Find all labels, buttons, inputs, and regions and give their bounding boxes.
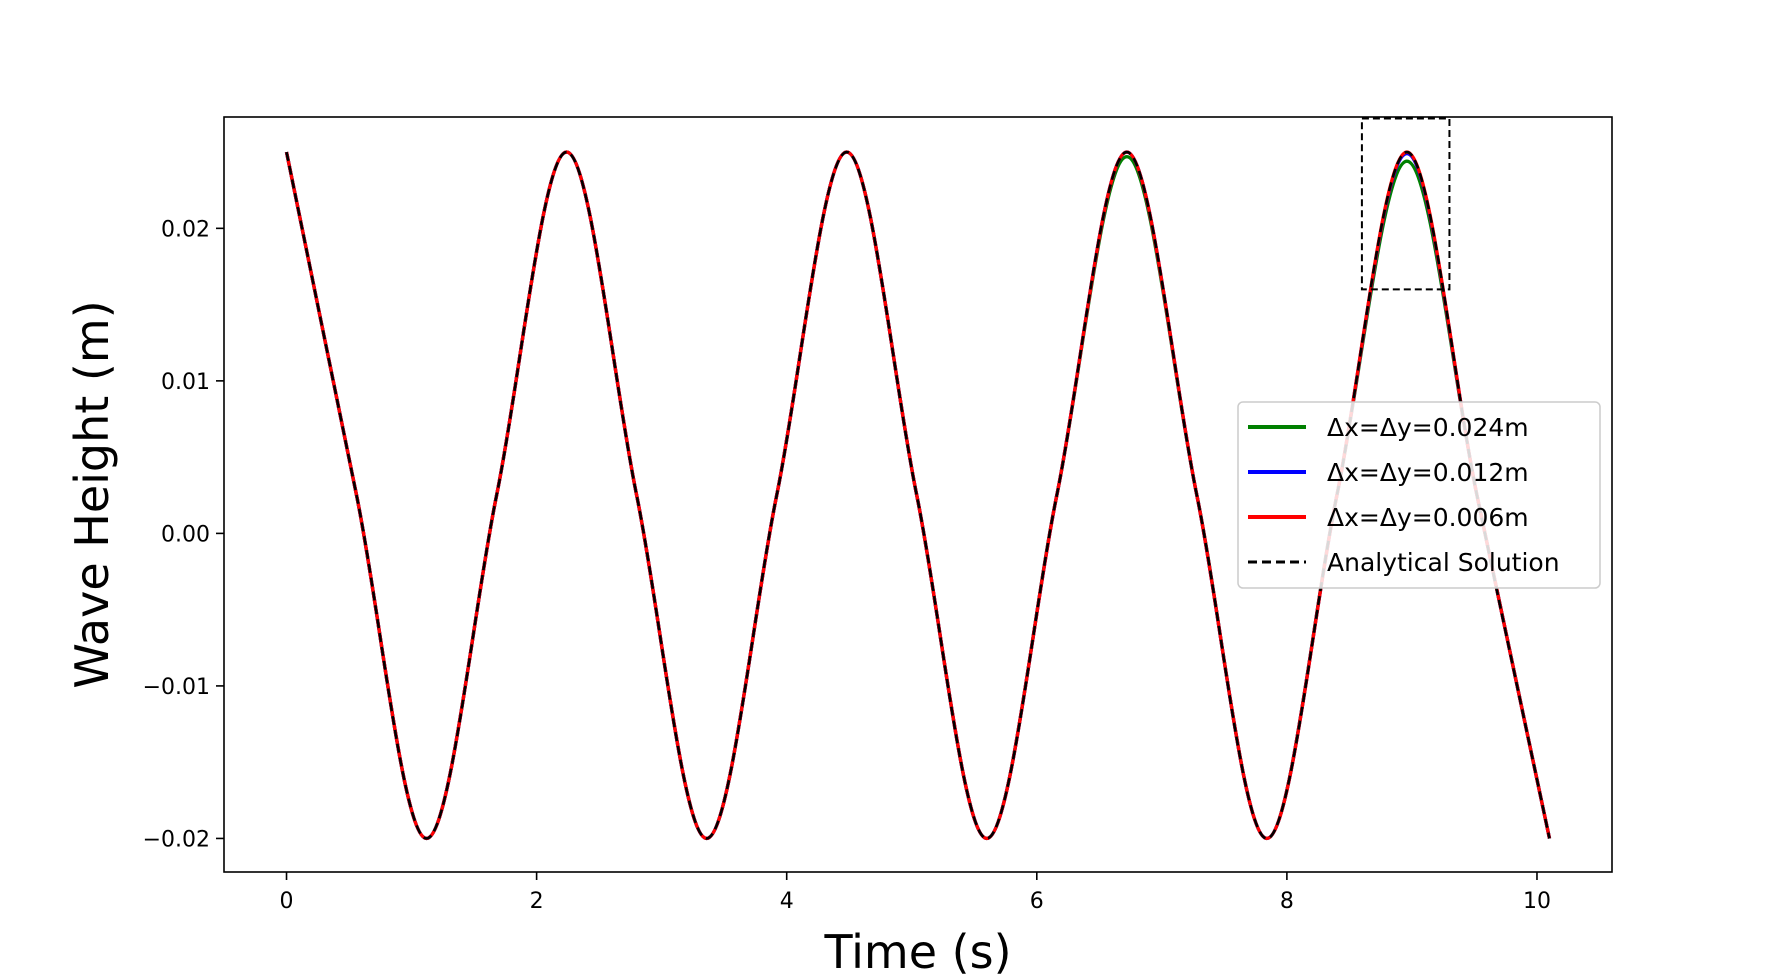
y-tick-label: −0.02 xyxy=(143,827,210,852)
y-tick-label: 0.02 xyxy=(161,217,210,242)
legend-label-1: Δx=Δy=0.024m xyxy=(1327,413,1529,442)
series-line-4 xyxy=(285,150,1551,840)
x-axis: 0 2 4 6 8 10 xyxy=(280,872,1551,914)
legend-box xyxy=(1237,401,1601,589)
y-axis: −0.02 −0.01 0.00 0.01 0.02 xyxy=(143,217,224,852)
legend-label-2: Δx=Δy=0.012m xyxy=(1327,458,1529,487)
legend: Δx=Δy=0.024m Δx=Δy=0.012m Δx=Δy=0.006m Anal… xyxy=(1237,401,1601,589)
y-tick-label: 0.00 xyxy=(161,522,210,547)
x-tick-label: 8 xyxy=(1280,889,1294,914)
y-tick-label: −0.01 xyxy=(143,675,210,700)
x-tick-label: 4 xyxy=(780,889,794,914)
x-tick-label: 2 xyxy=(530,889,544,914)
x-tick-label: 6 xyxy=(1030,889,1044,914)
x-axis-title: Time (s) xyxy=(823,925,1011,976)
annotation-layer xyxy=(1360,117,1451,291)
x-tick-label: 10 xyxy=(1523,889,1551,914)
legend-label-4: Analytical Solution xyxy=(1327,548,1560,577)
x-tick-label: 0 xyxy=(280,889,294,914)
y-tick-label: 0.01 xyxy=(161,370,210,395)
y-axis-title: Wave Height (m) xyxy=(65,300,119,688)
legend-label-3: Δx=Δy=0.006m xyxy=(1327,503,1529,532)
plot-area-frame xyxy=(223,116,1613,873)
zoom-annotation-box xyxy=(1360,117,1451,291)
